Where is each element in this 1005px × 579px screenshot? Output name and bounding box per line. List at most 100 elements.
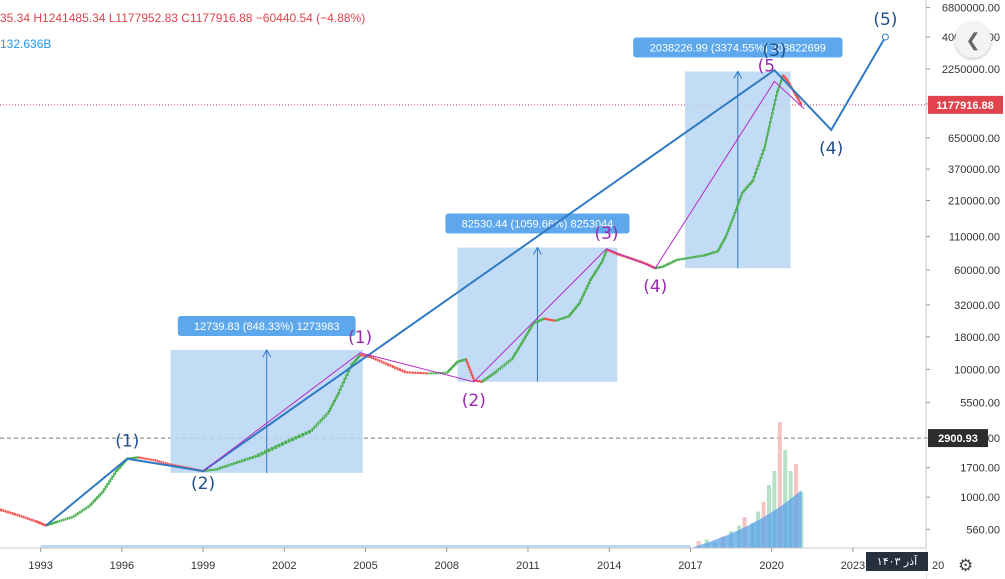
price-candle (2, 509, 5, 513)
price-candle (92, 499, 95, 504)
price-candle (731, 217, 734, 222)
y-axis: 6800000.004000000.002250000.001200000.00… (925, 0, 1005, 579)
volume-bar (772, 471, 777, 548)
price-candle (148, 458, 150, 461)
price-candle (642, 261, 645, 265)
price-candle (353, 360, 355, 364)
price-candle (724, 235, 727, 240)
price-candle (579, 299, 582, 305)
price-candle (119, 465, 121, 469)
chevron-left-icon[interactable]: ❮ (955, 22, 991, 58)
price-candle (591, 274, 594, 280)
price-candle (107, 480, 110, 486)
last-price-label: 1177916.88 (936, 100, 994, 112)
price-candle (377, 358, 379, 362)
price-candle (659, 266, 661, 269)
price-candle (51, 522, 54, 525)
price-candle (422, 372, 425, 375)
price-candle (334, 397, 336, 402)
price-candle (588, 279, 591, 285)
price-candle (480, 380, 483, 383)
price-candle (460, 359, 463, 362)
price-candle (172, 463, 175, 467)
y-tick-label: 18000.00 (954, 332, 1000, 344)
price-candle (403, 370, 406, 374)
price-candle (647, 263, 649, 267)
price-candle (391, 365, 394, 369)
price-candle (162, 461, 165, 464)
price-candle (138, 456, 140, 459)
price-candle (509, 358, 512, 362)
price-candle (655, 266, 657, 270)
price-candle (114, 470, 117, 475)
price-candle (14, 512, 17, 516)
price-candle (154, 459, 156, 462)
price-candle (109, 477, 112, 483)
price-candle (335, 394, 338, 400)
price-candle (337, 392, 339, 397)
price-candle (389, 364, 392, 368)
price-candle (381, 360, 383, 364)
price-candle (769, 116, 772, 123)
wave-sub-label: (1) (348, 328, 372, 348)
price-candle (208, 469, 210, 472)
measure-label: 12739.83 (848.33%) 1273983 (194, 321, 340, 333)
measure-arrow-head (733, 70, 743, 79)
price-candle (164, 461, 167, 465)
gear-icon[interactable]: ⚙ (958, 556, 974, 576)
price-candle (35, 520, 37, 523)
price-candle (690, 256, 693, 259)
price-candle (766, 131, 769, 137)
price-candle (695, 255, 698, 258)
price-candle (505, 361, 508, 366)
price-candle (356, 357, 358, 361)
price-candle (729, 222, 732, 228)
price-candle (772, 107, 774, 115)
price-candle (444, 371, 447, 374)
price-candle (665, 263, 667, 267)
price-candle (709, 252, 711, 255)
price-candle (355, 358, 357, 362)
level-label: 2900.93 (938, 433, 978, 445)
price-candle (501, 364, 504, 369)
price-candle (466, 360, 469, 366)
price-candle (762, 149, 764, 156)
y-tick-label: 560.00 (966, 524, 1000, 536)
price-candle (58, 519, 61, 523)
price-candle (136, 456, 139, 459)
price-candle (117, 466, 120, 471)
price-candle (251, 455, 255, 459)
price-candle (459, 359, 462, 363)
price-candle (767, 128, 770, 134)
price-candle (697, 255, 699, 258)
price-candle (529, 326, 531, 332)
price-candle (387, 363, 390, 367)
price-candle (776, 90, 778, 97)
price-candle (744, 187, 747, 192)
price-candle (284, 440, 288, 445)
price-candle (361, 354, 364, 357)
volume-bars (40, 422, 804, 548)
price-candle (558, 318, 561, 321)
y-tick-label: 650000.00 (948, 133, 1000, 145)
price-candle (89, 503, 91, 508)
price-candle (521, 340, 523, 345)
price-candle (477, 380, 480, 383)
price-candle (44, 523, 47, 527)
wave-main-label: (4) (819, 139, 843, 159)
price-candle (517, 347, 519, 352)
price-candle (797, 97, 799, 101)
price-candle (794, 92, 796, 96)
price-candle (737, 200, 740, 206)
price-candle (425, 372, 428, 375)
price-candle (735, 206, 738, 211)
price-candle (548, 318, 550, 321)
price-candle (39, 521, 41, 525)
price-candle (578, 302, 580, 306)
price-candle (606, 248, 609, 251)
price-candle (419, 372, 422, 375)
wave-sub-label: (4) (643, 277, 667, 297)
price-candle (532, 322, 534, 327)
price-candle (43, 523, 45, 526)
